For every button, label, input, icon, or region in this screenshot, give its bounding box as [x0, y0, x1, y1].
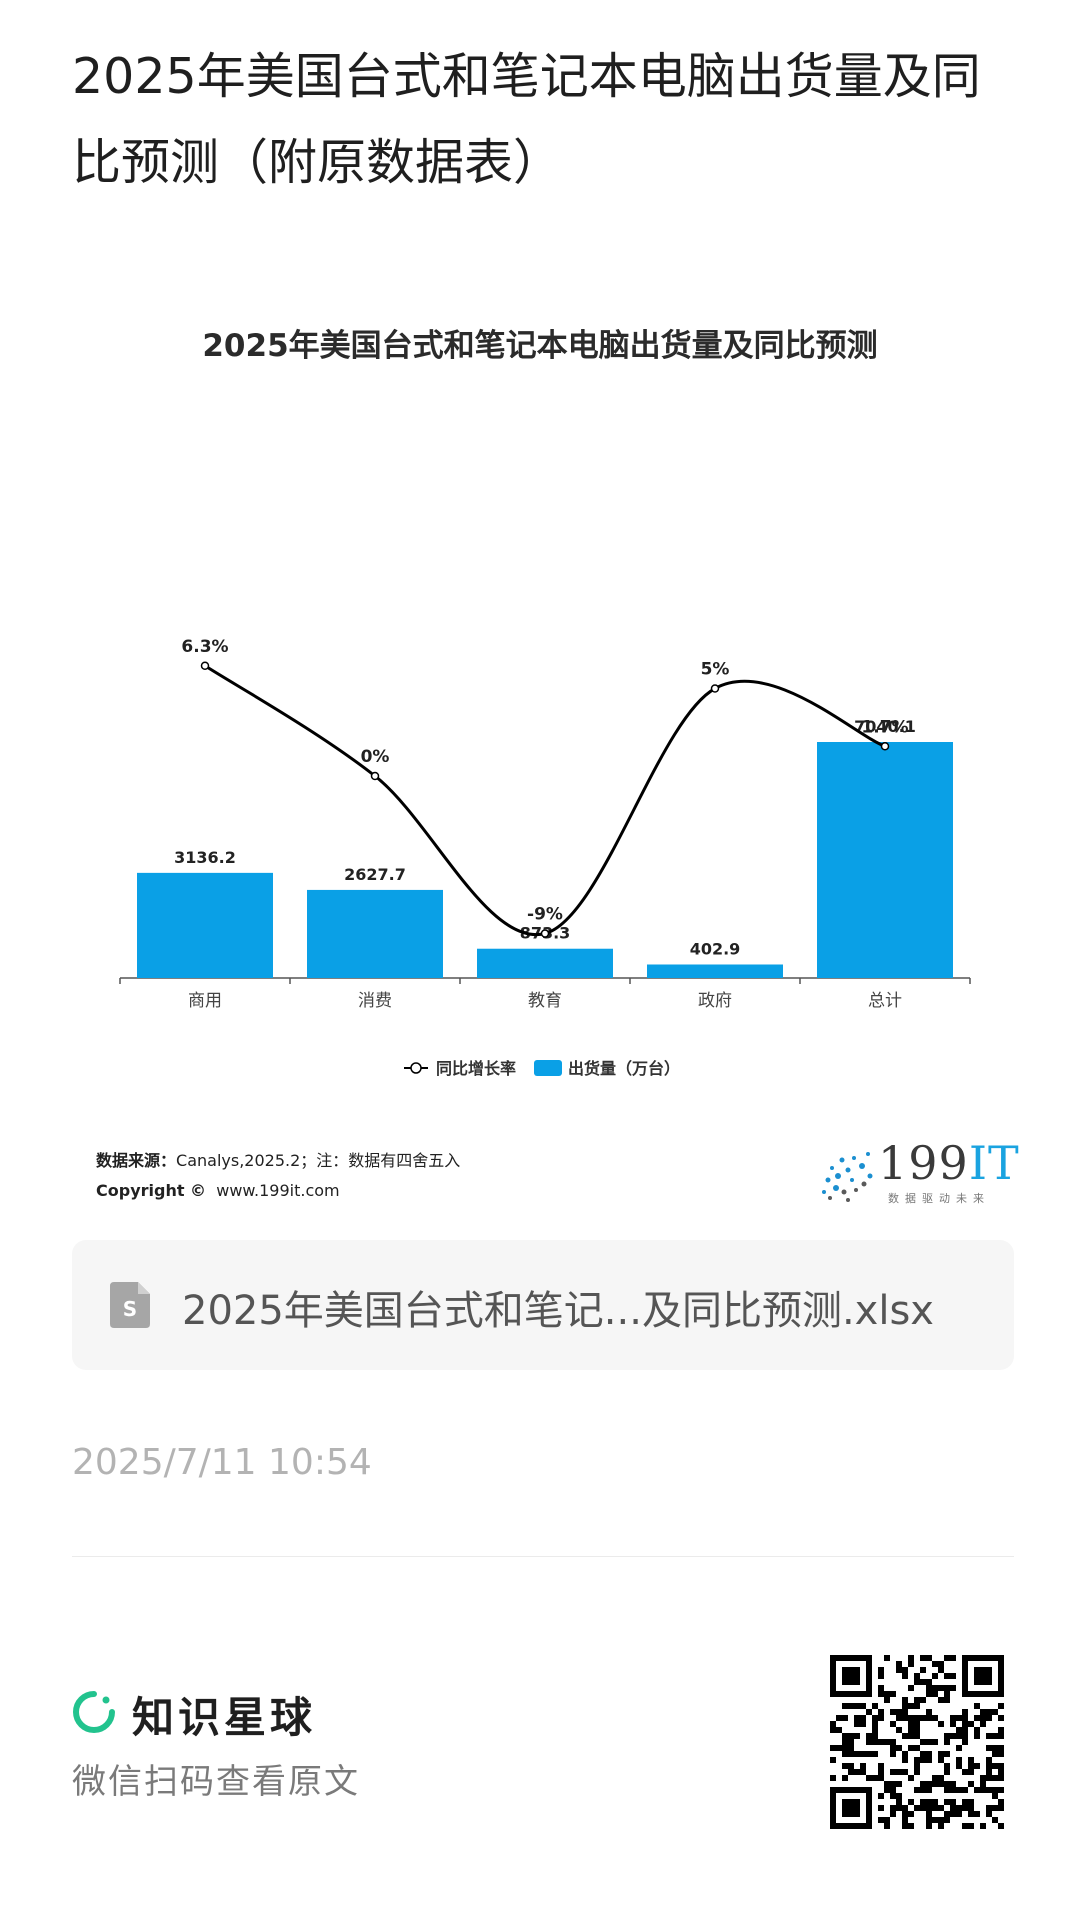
file-icon-letter: S — [123, 1297, 137, 1321]
bar — [817, 742, 953, 978]
spreadsheet-file-icon: S — [110, 1282, 150, 1328]
chart-source: 数据来源：Canalys,2025.2；注：数据有四舍五入 Copyright … — [96, 1146, 696, 1206]
zsxq-logo-icon — [73, 1691, 115, 1733]
growth-rate-point — [710, 684, 720, 693]
post-timestamp: 2025/7/11 10:54 — [72, 1442, 372, 1483]
growth-rate-point — [540, 929, 550, 938]
category-label: 教育 — [528, 991, 562, 1011]
divider — [72, 1556, 1014, 1557]
copyright-line: Copyright © www.199it.com — [96, 1176, 696, 1206]
growth-rate-point — [370, 771, 380, 781]
growth-rate-point — [880, 742, 890, 751]
qr-code[interactable] — [830, 1655, 1004, 1829]
category-label: 商用 — [188, 991, 222, 1011]
brand-name-number: 199 — [878, 1136, 969, 1190]
bar-value-label: 3136.2 — [174, 848, 236, 867]
brand-slogan: 数据驱动未来 — [888, 1192, 990, 1205]
source-text: Canalys,2025.2；注：数据有四舍五入 — [176, 1151, 461, 1170]
legend-line-marker — [410, 1062, 422, 1074]
bar — [137, 872, 273, 978]
file-attachment[interactable]: S 2025年美国台式和笔记...及同比预测.xlsx — [72, 1240, 1014, 1370]
legend-bar-swatch — [534, 1060, 562, 1076]
growth-rate-label: 1.7% — [861, 717, 908, 737]
file-name: 2025年美国台式和笔记...及同比预测.xlsx — [182, 1288, 934, 1334]
growth-rate-point — [200, 661, 210, 670]
source-label: 数据来源： — [96, 1151, 177, 1170]
bar-value-label: 402.9 — [690, 939, 741, 958]
chart: 3136.2商用2627.7消费873.3教育402.9政府7040.1总计6.… — [119, 637, 971, 1078]
bar-value-label: 7040.1 — [854, 717, 916, 736]
bar — [477, 948, 613, 978]
copyright-label: Copyright © — [96, 1181, 207, 1200]
growth-rate-label: 5% — [701, 660, 730, 680]
legend-label: 出货量（万台） — [568, 1059, 680, 1078]
source-line: 数据来源：Canalys,2025.2；注：数据有四舍五入 — [96, 1146, 696, 1176]
category-label: 消费 — [358, 991, 392, 1011]
legend-label: 同比增长率 — [436, 1059, 516, 1078]
bar-value-label: 2627.7 — [344, 865, 406, 884]
category-label: 总计 — [868, 991, 902, 1011]
chart-title: 2025年美国台式和笔记本电脑出货量及同比预测 — [202, 328, 878, 364]
growth-rate-label: -9% — [527, 905, 563, 925]
brand-name: 199IT — [878, 1136, 1020, 1190]
brand-dots-icon — [822, 1152, 873, 1202]
category-label: 政府 — [698, 991, 732, 1011]
copyright-text: www.199it.com — [216, 1181, 340, 1200]
footer-brand: 知识星球 — [132, 1693, 317, 1742]
growth-rate-label: 6.3% — [181, 637, 228, 657]
brand-name-suffix: IT — [968, 1136, 1020, 1190]
bar — [647, 964, 783, 978]
chart-card: 3136.2商用2627.7消费873.3教育402.9政府7040.1总计6.… — [0, 300, 1080, 1220]
growth-rate-label: 0% — [361, 747, 390, 767]
footer-hint: 微信扫码查看原文 — [72, 1762, 360, 1802]
bar — [307, 889, 443, 978]
post-title: 2025年美国台式和笔记本电脑出货量及同比预测（附原数据表） — [72, 48, 981, 191]
